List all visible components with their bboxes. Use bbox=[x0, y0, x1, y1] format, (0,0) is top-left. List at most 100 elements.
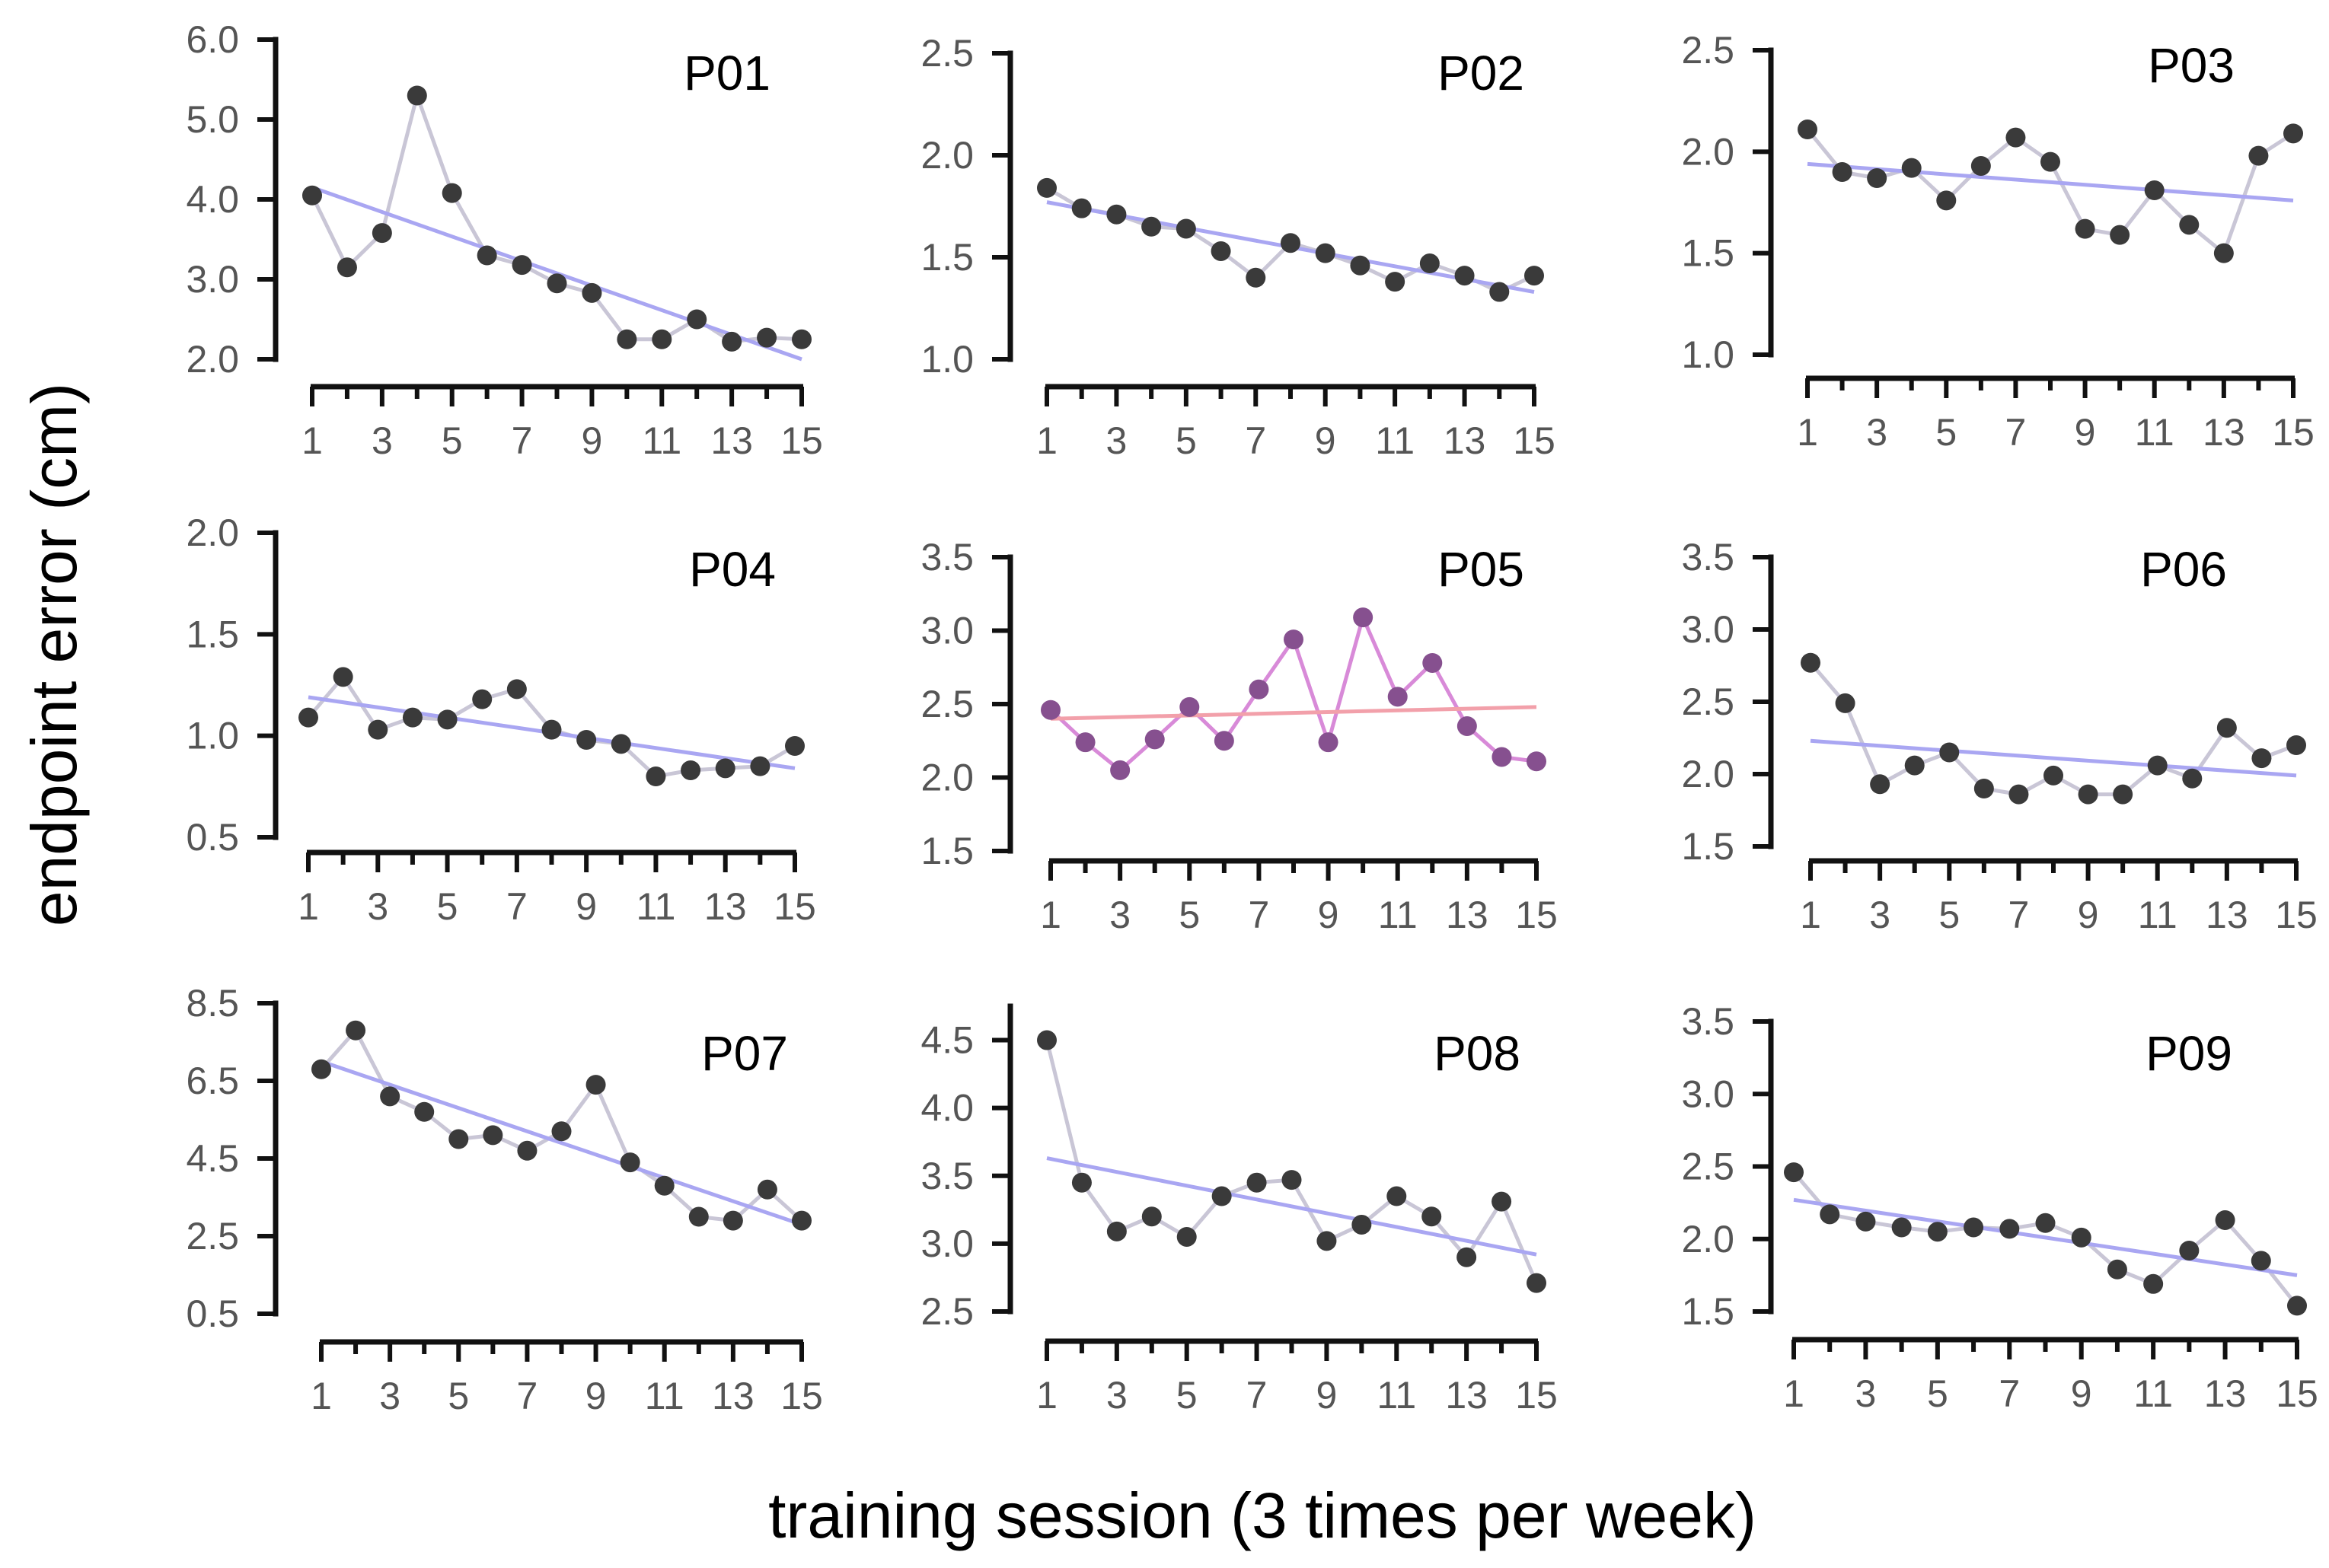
y-tick-label: 3.0 bbox=[1681, 608, 1734, 651]
x-tick-label: 11 bbox=[645, 1375, 684, 1417]
data-point bbox=[1492, 1191, 1512, 1212]
data-point bbox=[1901, 158, 1922, 178]
x-tick-label: 1 bbox=[301, 419, 323, 462]
data-point bbox=[1801, 652, 1820, 673]
y-axis-title: endpoint error (cm) bbox=[18, 383, 90, 926]
x-tick-label: 5 bbox=[1176, 419, 1197, 462]
data-point bbox=[2071, 1227, 2091, 1248]
x-tick-label: 1 bbox=[1797, 411, 1818, 454]
y-tick-label: 1.5 bbox=[1681, 825, 1734, 868]
x-tick-label: 7 bbox=[517, 1375, 538, 1417]
data-point bbox=[1106, 204, 1127, 225]
x-tick-label: 3 bbox=[1869, 894, 1890, 936]
x-tick-label: 9 bbox=[1315, 419, 1336, 462]
trend-line bbox=[311, 185, 802, 362]
data-point bbox=[757, 1179, 777, 1200]
data-point bbox=[1422, 652, 1443, 673]
data-point bbox=[1385, 272, 1405, 292]
data-point bbox=[1835, 693, 1855, 713]
x-tick-label: 3 bbox=[379, 1375, 400, 1417]
data-point bbox=[2286, 735, 2306, 755]
y-tick-label: 5.0 bbox=[186, 98, 239, 141]
panel-title: P05 bbox=[1437, 542, 1524, 597]
data-point bbox=[1927, 1222, 1948, 1242]
y-tick-label: 4.5 bbox=[186, 1137, 239, 1180]
panel-title: P02 bbox=[1437, 46, 1524, 100]
x-tick-label: 11 bbox=[2138, 894, 2177, 936]
data-point bbox=[2107, 1259, 2127, 1280]
x-tick-label: 9 bbox=[2078, 894, 2099, 936]
data-point bbox=[1284, 629, 1303, 650]
y-tick-label: 2.5 bbox=[920, 1290, 974, 1333]
data-point bbox=[1454, 266, 1475, 286]
x-tick-label: 9 bbox=[2071, 1372, 2092, 1415]
data-point bbox=[750, 756, 770, 776]
y-tick-label: 3.0 bbox=[920, 1222, 974, 1265]
y-tick-label: 2.0 bbox=[1681, 130, 1734, 173]
data-point bbox=[585, 1075, 606, 1095]
data-point bbox=[1281, 1170, 1302, 1190]
y-tick-label: 3.0 bbox=[186, 258, 239, 301]
x-tick-label: 1 bbox=[1783, 1372, 1804, 1415]
x-tick-label: 9 bbox=[576, 885, 597, 928]
data-point bbox=[448, 1129, 469, 1149]
x-tick-label: 7 bbox=[506, 885, 528, 928]
x-tick-label: 13 bbox=[2206, 894, 2248, 936]
x-tick-label: 3 bbox=[1109, 894, 1131, 936]
data-point bbox=[2179, 1240, 2200, 1260]
data-point bbox=[1110, 760, 1131, 780]
data-point bbox=[1891, 1217, 1912, 1238]
x-tick-label: 3 bbox=[1855, 1372, 1877, 1415]
data-point bbox=[2075, 218, 2095, 239]
data-point bbox=[1071, 1172, 1092, 1193]
trend-line bbox=[1810, 738, 2297, 778]
data-point bbox=[1037, 177, 1057, 198]
y-tick-label: 1.5 bbox=[920, 236, 974, 279]
y-tick-label: 2.5 bbox=[920, 32, 974, 75]
y-tick-label: 2.0 bbox=[920, 757, 974, 799]
data-point bbox=[551, 1121, 572, 1142]
data-point bbox=[1970, 156, 1991, 176]
data-point bbox=[2040, 151, 2060, 172]
series-connector-line bbox=[310, 94, 802, 344]
x-tick-label: 5 bbox=[1927, 1372, 1948, 1415]
x-tick-label: 15 bbox=[2275, 894, 2318, 936]
data-point bbox=[1527, 751, 1546, 772]
x-tick-label: 7 bbox=[2005, 411, 2027, 454]
x-tick-label: 15 bbox=[780, 419, 823, 462]
y-tick-label: 1.0 bbox=[1681, 333, 1734, 376]
data-point bbox=[1973, 779, 1994, 798]
x-tick-label: 1 bbox=[1036, 1374, 1058, 1417]
trend-line bbox=[1046, 1156, 1537, 1257]
trend-line bbox=[1807, 161, 2294, 202]
data-point bbox=[1867, 168, 1887, 188]
data-point bbox=[1176, 218, 1196, 239]
x-tick-label: 7 bbox=[1245, 419, 1266, 462]
y-tick-label: 4.0 bbox=[186, 178, 239, 221]
x-tick-label: 11 bbox=[1375, 419, 1415, 462]
y-tick-label: 2.0 bbox=[186, 512, 239, 554]
data-point bbox=[1832, 162, 1852, 182]
data-point bbox=[506, 679, 527, 700]
panel-title: P07 bbox=[701, 1026, 788, 1081]
y-tick-label: 2.5 bbox=[1681, 29, 1734, 72]
y-tick-label: 1.5 bbox=[920, 830, 974, 872]
data-point bbox=[2008, 784, 2029, 805]
data-point bbox=[302, 185, 322, 206]
x-tick-label: 5 bbox=[448, 1375, 469, 1417]
data-point bbox=[2110, 225, 2130, 245]
data-point bbox=[1855, 1211, 1876, 1232]
y-tick-label: 6.5 bbox=[186, 1060, 239, 1102]
x-tick-label: 1 bbox=[1040, 894, 1061, 936]
x-tick-label: 15 bbox=[774, 885, 816, 928]
data-point bbox=[1939, 742, 1960, 763]
y-tick-label: 2.5 bbox=[1681, 680, 1734, 723]
x-tick-label: 13 bbox=[1446, 894, 1488, 936]
data-point bbox=[483, 1125, 503, 1146]
data-point bbox=[1419, 253, 1440, 274]
data-point bbox=[1524, 266, 1544, 286]
